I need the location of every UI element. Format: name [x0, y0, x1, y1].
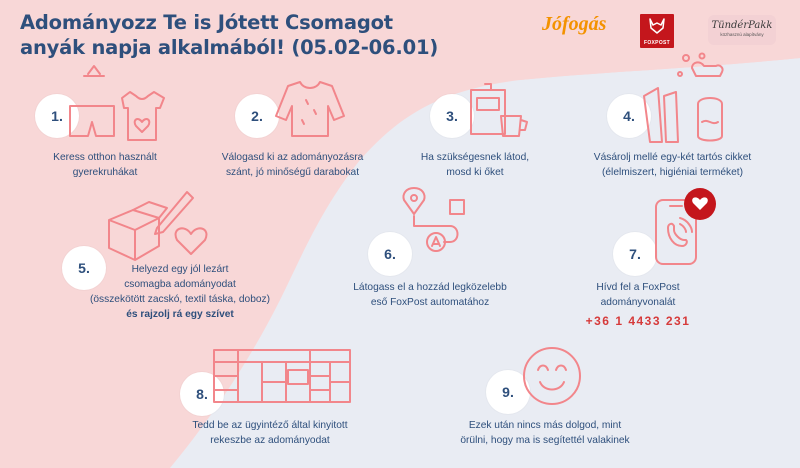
step-8-line-1: Tedd be az ügyintéző által kinyitott [192, 420, 348, 431]
step-6-line-2: eső FoxPost automatához [370, 297, 490, 308]
step-9-text: Ezek után nincs más dolgod, mint örülni,… [435, 418, 655, 448]
tunderpakk-logo-subtitle: közhasznú alapítvány [720, 32, 764, 37]
step-7-line-2: adományvonalát [600, 297, 676, 308]
step-2-number: 2. [235, 94, 279, 138]
package-heart-icon [108, 191, 208, 261]
step-3-line-1: Ha szükségesnek látod, [420, 152, 530, 163]
step-5-line-4: és rajzolj rá egy szívet [126, 309, 234, 320]
sweater-icon [275, 81, 345, 137]
parcel-locker-icon [213, 349, 351, 403]
step-2-line-2: szánt, jó minőségű darabokat [225, 167, 360, 178]
jofogas-logo: Jófogás [542, 13, 607, 35]
step-9-number: 9. [486, 370, 530, 414]
baby-clothes-icon [69, 65, 165, 141]
tunderpakk-logo-text: TündérPakk [711, 20, 773, 31]
step-3-line-2: mosd ki őket [446, 167, 504, 178]
step-7-text: Hívd fel a FoxPost adományvonalát [568, 280, 708, 310]
fox-icon [649, 18, 665, 34]
step-9-line-1: Ezek után nincs más dolgod, mint [468, 420, 622, 431]
step-6-line-1: Látogass el a hozzád legközelebb [353, 282, 507, 293]
title-line-2: anyák napja alkalmából! (05.02-06.01) [20, 36, 439, 59]
title-line-1: Adományozz Te is Jótett Csomagot [20, 11, 393, 34]
step-7-line-1: Hívd fel a FoxPost [596, 282, 680, 293]
step-8-number: 8. [180, 372, 224, 416]
smiley-icon [523, 347, 581, 405]
step-4-number: 4. [607, 94, 651, 138]
page-title: Adományozz Te is Jótett Csomagot anyák n… [20, 10, 480, 60]
step-5-number: 5. [62, 246, 106, 290]
step-3-text: Ha szükségesnek látod, mosd ki őket [410, 150, 540, 180]
donation-phone-number[interactable]: +36 1 4433 231 [585, 314, 691, 328]
step-1-text: Keress otthon használt gyerekruhákat [25, 150, 185, 180]
step-9-line-2: örülni, hogy ma is segítettél valakinek [460, 435, 630, 446]
step-4-line-1: Vásárolj mellé egy-két tartós cikket [593, 152, 752, 163]
step-1-line-2: gyerekruhákat [72, 167, 138, 178]
step-2-line-1: Válogasd ki az adományozásra [221, 152, 364, 163]
tunderpakk-logo: TündérPakk közhasznú alapítvány [708, 15, 776, 45]
map-pin-icon [402, 187, 465, 252]
step-2-text: Válogasd ki az adományozásra szánt, jó m… [205, 150, 380, 180]
foxpost-logo-text: FOXPOST [644, 40, 670, 46]
step-1-number: 1. [35, 94, 79, 138]
detergent-icon [470, 83, 528, 137]
step-7-number: 7. [613, 232, 657, 276]
foxpost-logo: FOXPOST [640, 14, 674, 48]
step-6-text: Látogass el a hozzád legközelebb eső Fox… [330, 280, 530, 310]
step-1-line-1: Keress otthon használt [53, 152, 157, 163]
step-8-text: Tedd be az ügyintéző által kinyitott rek… [165, 418, 375, 448]
step-6-number: 6. [368, 232, 412, 276]
step-8-line-2: rekeszbe az adományodat [210, 435, 330, 446]
step-4-text: Vásárolj mellé egy-két tartós cikket (él… [575, 150, 770, 180]
step-5-text: Helyezd egy jól lezárt csomagba adományo… [65, 262, 295, 322]
step-5-line-3: (összekötött zacskó, textil táska, doboz… [89, 294, 271, 305]
step-5-line-1: Helyezd egy jól lezárt [131, 264, 229, 275]
phone-icon [655, 188, 716, 265]
step-5-line-2: csomagba adományodat [124, 279, 236, 290]
step-3-number: 3. [430, 94, 474, 138]
step-4-line-2: (élelmiszert, higiéniai terméket) [602, 167, 743, 178]
toiletries-icon [643, 52, 724, 143]
